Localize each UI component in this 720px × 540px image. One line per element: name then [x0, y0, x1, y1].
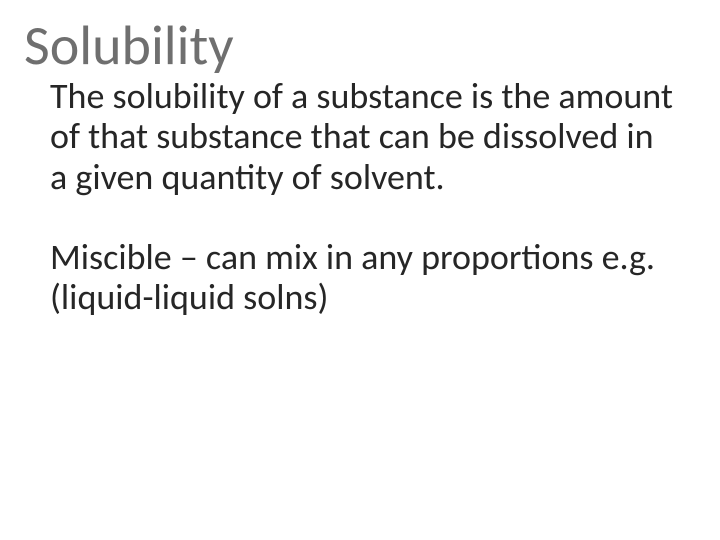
slide-title: Solubility [24, 18, 696, 74]
paragraph-1: The solubility of a substance is the amo… [50, 76, 676, 197]
slide-body: The solubility of a substance is the amo… [24, 76, 696, 318]
paragraph-2: Miscible – can mix in any proportions e.… [50, 237, 676, 318]
slide: Solubility The solubility of a substance… [0, 0, 720, 540]
